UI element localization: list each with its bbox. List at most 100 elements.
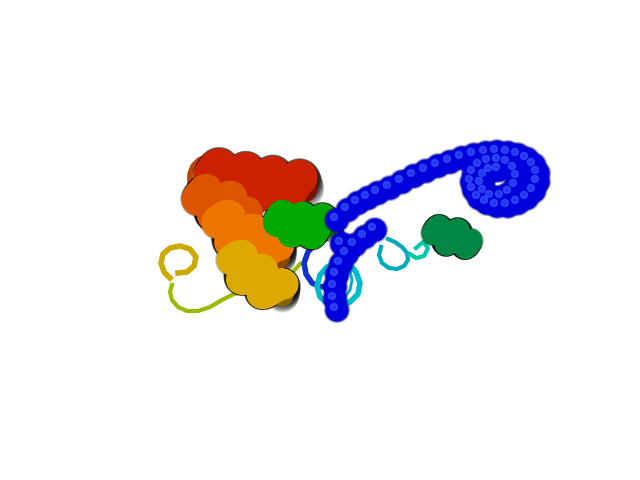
Circle shape <box>481 196 488 204</box>
Circle shape <box>484 193 509 218</box>
Circle shape <box>488 159 510 181</box>
Circle shape <box>506 165 531 190</box>
Circle shape <box>342 232 367 257</box>
Circle shape <box>461 160 486 185</box>
Circle shape <box>451 147 473 169</box>
Circle shape <box>486 148 511 173</box>
Circle shape <box>330 253 352 275</box>
Circle shape <box>522 153 547 178</box>
Circle shape <box>456 151 463 158</box>
Circle shape <box>470 171 495 196</box>
Circle shape <box>488 150 510 172</box>
Circle shape <box>364 219 386 241</box>
Circle shape <box>511 148 518 156</box>
Circle shape <box>324 298 349 323</box>
Circle shape <box>324 288 346 310</box>
Circle shape <box>330 231 355 256</box>
Circle shape <box>324 263 349 288</box>
Circle shape <box>328 280 335 288</box>
Circle shape <box>413 158 438 183</box>
Circle shape <box>336 243 358 265</box>
Circle shape <box>497 152 519 174</box>
Circle shape <box>475 142 497 164</box>
Circle shape <box>353 225 378 250</box>
Circle shape <box>476 192 498 214</box>
Circle shape <box>438 149 463 175</box>
Circle shape <box>328 292 335 300</box>
Circle shape <box>344 234 366 256</box>
Circle shape <box>506 143 531 168</box>
Circle shape <box>520 153 527 159</box>
Circle shape <box>357 187 379 209</box>
Circle shape <box>507 166 529 188</box>
Circle shape <box>516 187 538 209</box>
Circle shape <box>468 187 490 209</box>
Circle shape <box>401 164 426 189</box>
Circle shape <box>502 156 527 181</box>
Circle shape <box>331 233 353 255</box>
Circle shape <box>415 160 437 182</box>
Circle shape <box>520 192 527 198</box>
Circle shape <box>469 155 491 177</box>
Circle shape <box>501 199 508 206</box>
Circle shape <box>477 149 502 175</box>
Circle shape <box>490 145 497 153</box>
Circle shape <box>408 169 415 177</box>
Circle shape <box>527 162 549 184</box>
Circle shape <box>330 303 337 311</box>
Circle shape <box>495 193 520 218</box>
Circle shape <box>461 171 483 193</box>
Circle shape <box>365 180 390 205</box>
Circle shape <box>490 184 515 209</box>
Circle shape <box>515 185 540 211</box>
Circle shape <box>367 182 389 204</box>
Circle shape <box>485 191 492 197</box>
Circle shape <box>474 159 481 167</box>
Circle shape <box>497 195 519 217</box>
Circle shape <box>515 146 540 171</box>
Circle shape <box>335 257 342 264</box>
Circle shape <box>504 186 511 193</box>
Circle shape <box>479 184 504 209</box>
Circle shape <box>504 158 526 180</box>
Circle shape <box>483 156 490 162</box>
Circle shape <box>484 140 509 165</box>
Circle shape <box>335 197 360 223</box>
Circle shape <box>461 178 486 203</box>
Circle shape <box>497 142 519 164</box>
Circle shape <box>509 180 516 186</box>
Circle shape <box>507 192 529 214</box>
Circle shape <box>419 164 426 171</box>
Circle shape <box>491 186 513 208</box>
Circle shape <box>348 239 355 245</box>
Circle shape <box>484 164 492 171</box>
Circle shape <box>324 207 349 232</box>
Circle shape <box>383 181 390 189</box>
Circle shape <box>486 141 508 163</box>
Circle shape <box>527 184 534 192</box>
Circle shape <box>531 175 538 182</box>
Circle shape <box>497 180 522 205</box>
Circle shape <box>427 155 449 177</box>
Circle shape <box>474 191 499 216</box>
Circle shape <box>479 158 504 183</box>
Circle shape <box>525 160 550 185</box>
Circle shape <box>499 182 521 204</box>
Circle shape <box>492 155 499 161</box>
Circle shape <box>328 252 353 276</box>
Circle shape <box>474 181 496 203</box>
Circle shape <box>467 185 492 211</box>
Circle shape <box>330 268 337 276</box>
Circle shape <box>504 173 529 199</box>
Circle shape <box>351 196 358 204</box>
Circle shape <box>472 164 497 189</box>
Circle shape <box>479 185 486 192</box>
Circle shape <box>396 175 403 182</box>
Circle shape <box>465 175 472 182</box>
Circle shape <box>471 173 493 195</box>
Circle shape <box>531 167 538 173</box>
Circle shape <box>476 178 483 184</box>
Circle shape <box>378 176 403 201</box>
Circle shape <box>467 154 493 179</box>
Circle shape <box>527 158 534 166</box>
